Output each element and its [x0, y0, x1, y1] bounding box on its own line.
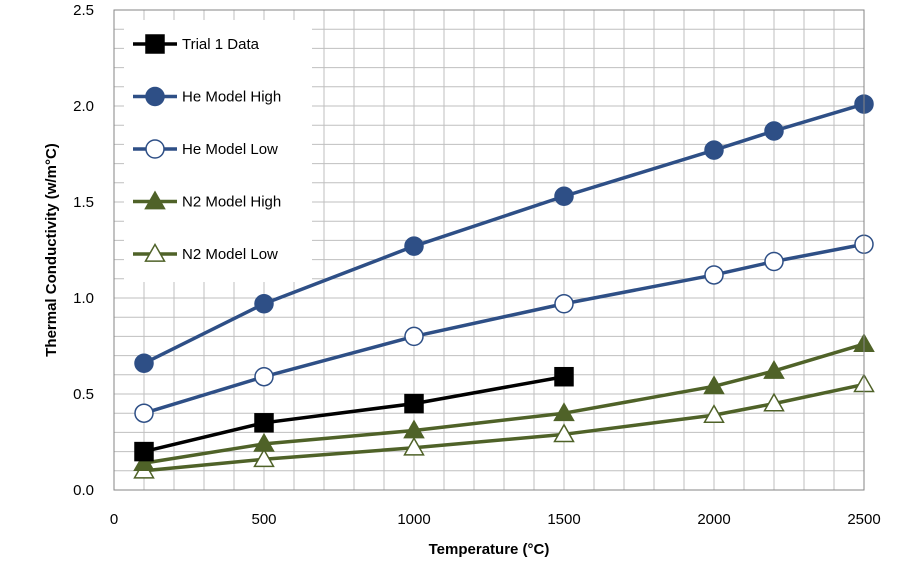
legend-label-he-model-high: He Model High [182, 89, 281, 106]
y-axis-title: Thermal Conductivity (w/m°C) [43, 143, 60, 357]
data-point-he-model-low [554, 294, 574, 314]
data-point-he-model-low [704, 265, 724, 285]
y-tick-label: 1.0 [73, 290, 94, 307]
data-point-n2-model-high [703, 375, 725, 395]
x-tick-label: 500 [251, 511, 276, 528]
data-point-trial-1-data [134, 441, 154, 462]
data-point-n2-model-low [553, 423, 575, 443]
data-point-n2-model-low [403, 436, 425, 456]
x-tick-label: 2500 [847, 511, 880, 528]
data-point-he-model-low [134, 403, 154, 423]
data-point-n2-model-low [253, 448, 275, 468]
y-tick-label: 2.0 [73, 98, 94, 115]
data-point-he-model-low [404, 326, 424, 347]
data-point-n2-model-high [553, 402, 575, 422]
legend-marker-n2-model-low [144, 242, 166, 262]
data-point-trial-1-data [254, 413, 274, 433]
data-point-n2-model-high [763, 359, 785, 379]
series-line-trial-1-data [143, 374, 565, 454]
plot-border [113, 9, 865, 491]
data-point-he-model-high [134, 353, 154, 374]
legend-marker-n2-model-high [144, 190, 166, 210]
x-tick-label: 0 [110, 511, 118, 528]
data-point-he-model-high [764, 121, 784, 141]
data-point-he-model-low [254, 366, 274, 387]
legend-label-n2-model-low: N2 Model Low [182, 246, 278, 263]
data-point-trial-1-data [554, 366, 574, 387]
data-point-he-model-high [704, 140, 724, 160]
data-point-he-model-high [254, 294, 274, 314]
data-point-he-model-high [554, 186, 574, 206]
y-tick-label: 2.5 [73, 2, 94, 19]
legend: Trial 1 Data He Model High He Model Low N2 … [124, 20, 312, 282]
y-tick-label: 0.0 [73, 482, 94, 499]
data-point-n2-model-high [133, 452, 155, 471]
legend-label-trial-1-data: Trial 1 Data [182, 36, 260, 53]
legend-label-n2-model-high: N2 Model High [182, 194, 281, 211]
x-tick-label: 2000 [697, 511, 730, 528]
data-point-n2-model-low [763, 392, 785, 412]
legend-label-he-model-low: He Model Low [182, 141, 278, 158]
legend-marker-trial-1-data [145, 34, 165, 54]
data-point-he-model-low [764, 251, 784, 272]
x-axis-tick-labels: 0 500 1000 1500 2000 2500 [110, 511, 881, 528]
data-point-n2-model-low [703, 404, 725, 423]
y-tick-label: 0.5 [73, 386, 94, 403]
legend-marker-he-model-low [145, 139, 165, 159]
data-point-n2-model-high [403, 419, 425, 439]
data-point-n2-model-high [253, 432, 275, 452]
legend-marker-he-model-high [145, 86, 165, 107]
x-axis-title: Temperature (°C) [429, 541, 550, 558]
data-point-he-model-high [404, 236, 424, 256]
x-tick-label: 1500 [547, 511, 580, 528]
y-axis-tick-labels: 0.0 0.5 1.0 1.5 2.0 2.5 [73, 2, 94, 499]
y-tick-label: 1.5 [73, 194, 94, 211]
data-point-trial-1-data [404, 393, 424, 414]
x-tick-label: 1000 [397, 511, 430, 528]
